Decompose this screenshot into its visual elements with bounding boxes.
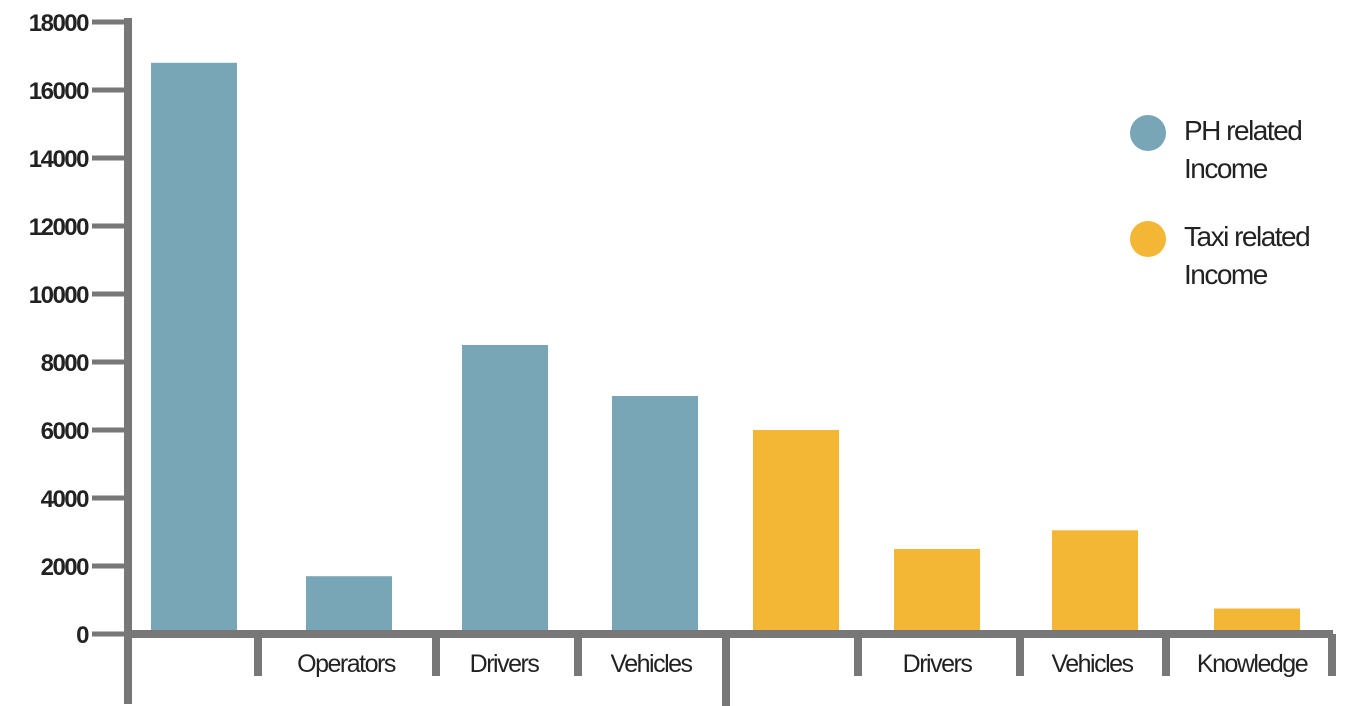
y-tick-label-3: 6000 [41,418,90,445]
bar-1 [306,576,392,630]
x-separator-6 [1162,634,1170,676]
y-tick-label-0: 0 [76,622,89,649]
x-tick-label-2: Drivers [470,650,540,678]
x-separator-7 [1328,634,1336,676]
y-tick-2 [92,495,128,501]
y-tick-3 [92,427,128,433]
y-tick-label-8: 16000 [29,78,89,105]
x-separator-5 [1016,634,1024,676]
y-tick-8 [92,87,128,93]
legend-swatch-taxi [1130,221,1166,257]
y-tick-label-1: 2000 [41,554,90,581]
x-tick-label-7: Knowledge [1197,650,1308,678]
legend-label-taxi: Taxi related Income [1184,221,1311,290]
x-separator-3 [722,634,730,706]
bar-7 [1214,608,1300,630]
legend: PH related Income Taxi related Income [1130,112,1345,324]
x-separator-2 [574,634,582,676]
y-tick-label-9: 18000 [29,10,89,37]
y-tick-label-5: 10000 [29,282,89,309]
bar-2 [462,345,548,630]
y-tick-7 [92,155,128,161]
y-tick-label-4: 8000 [41,350,90,377]
x-tick-label-1: Operators [297,650,396,678]
bar-3 [612,396,698,630]
bar-6 [1052,530,1138,630]
y-tick-label-7: 14000 [29,146,89,173]
x-tick-label-6: Vehicles [1051,650,1133,678]
y-tick-6 [92,223,128,229]
legend-swatch-ph [1130,115,1166,151]
y-tick-5 [92,291,128,297]
bar-0 [151,62,237,631]
y-tick-9 [92,19,128,25]
y-tick-label-2: 4000 [41,486,90,513]
x-separator-1 [432,634,440,676]
bar-5 [894,549,980,630]
legend-label-ph: PH related Income [1184,115,1303,184]
x-separator-4 [854,634,862,676]
legend-item-ph: PH related Income [1130,112,1345,188]
x-tick-label-3: Vehicles [610,650,692,678]
y-tick-label-6: 12000 [29,214,89,241]
x-tick-label-5: Drivers [903,650,973,678]
y-tick-4 [92,359,128,365]
y-tick-0 [92,631,128,637]
y-tick-1 [92,563,128,569]
bar-4 [753,430,839,630]
legend-item-taxi: Taxi related Income [1130,218,1345,294]
x-separator-0 [254,634,262,676]
